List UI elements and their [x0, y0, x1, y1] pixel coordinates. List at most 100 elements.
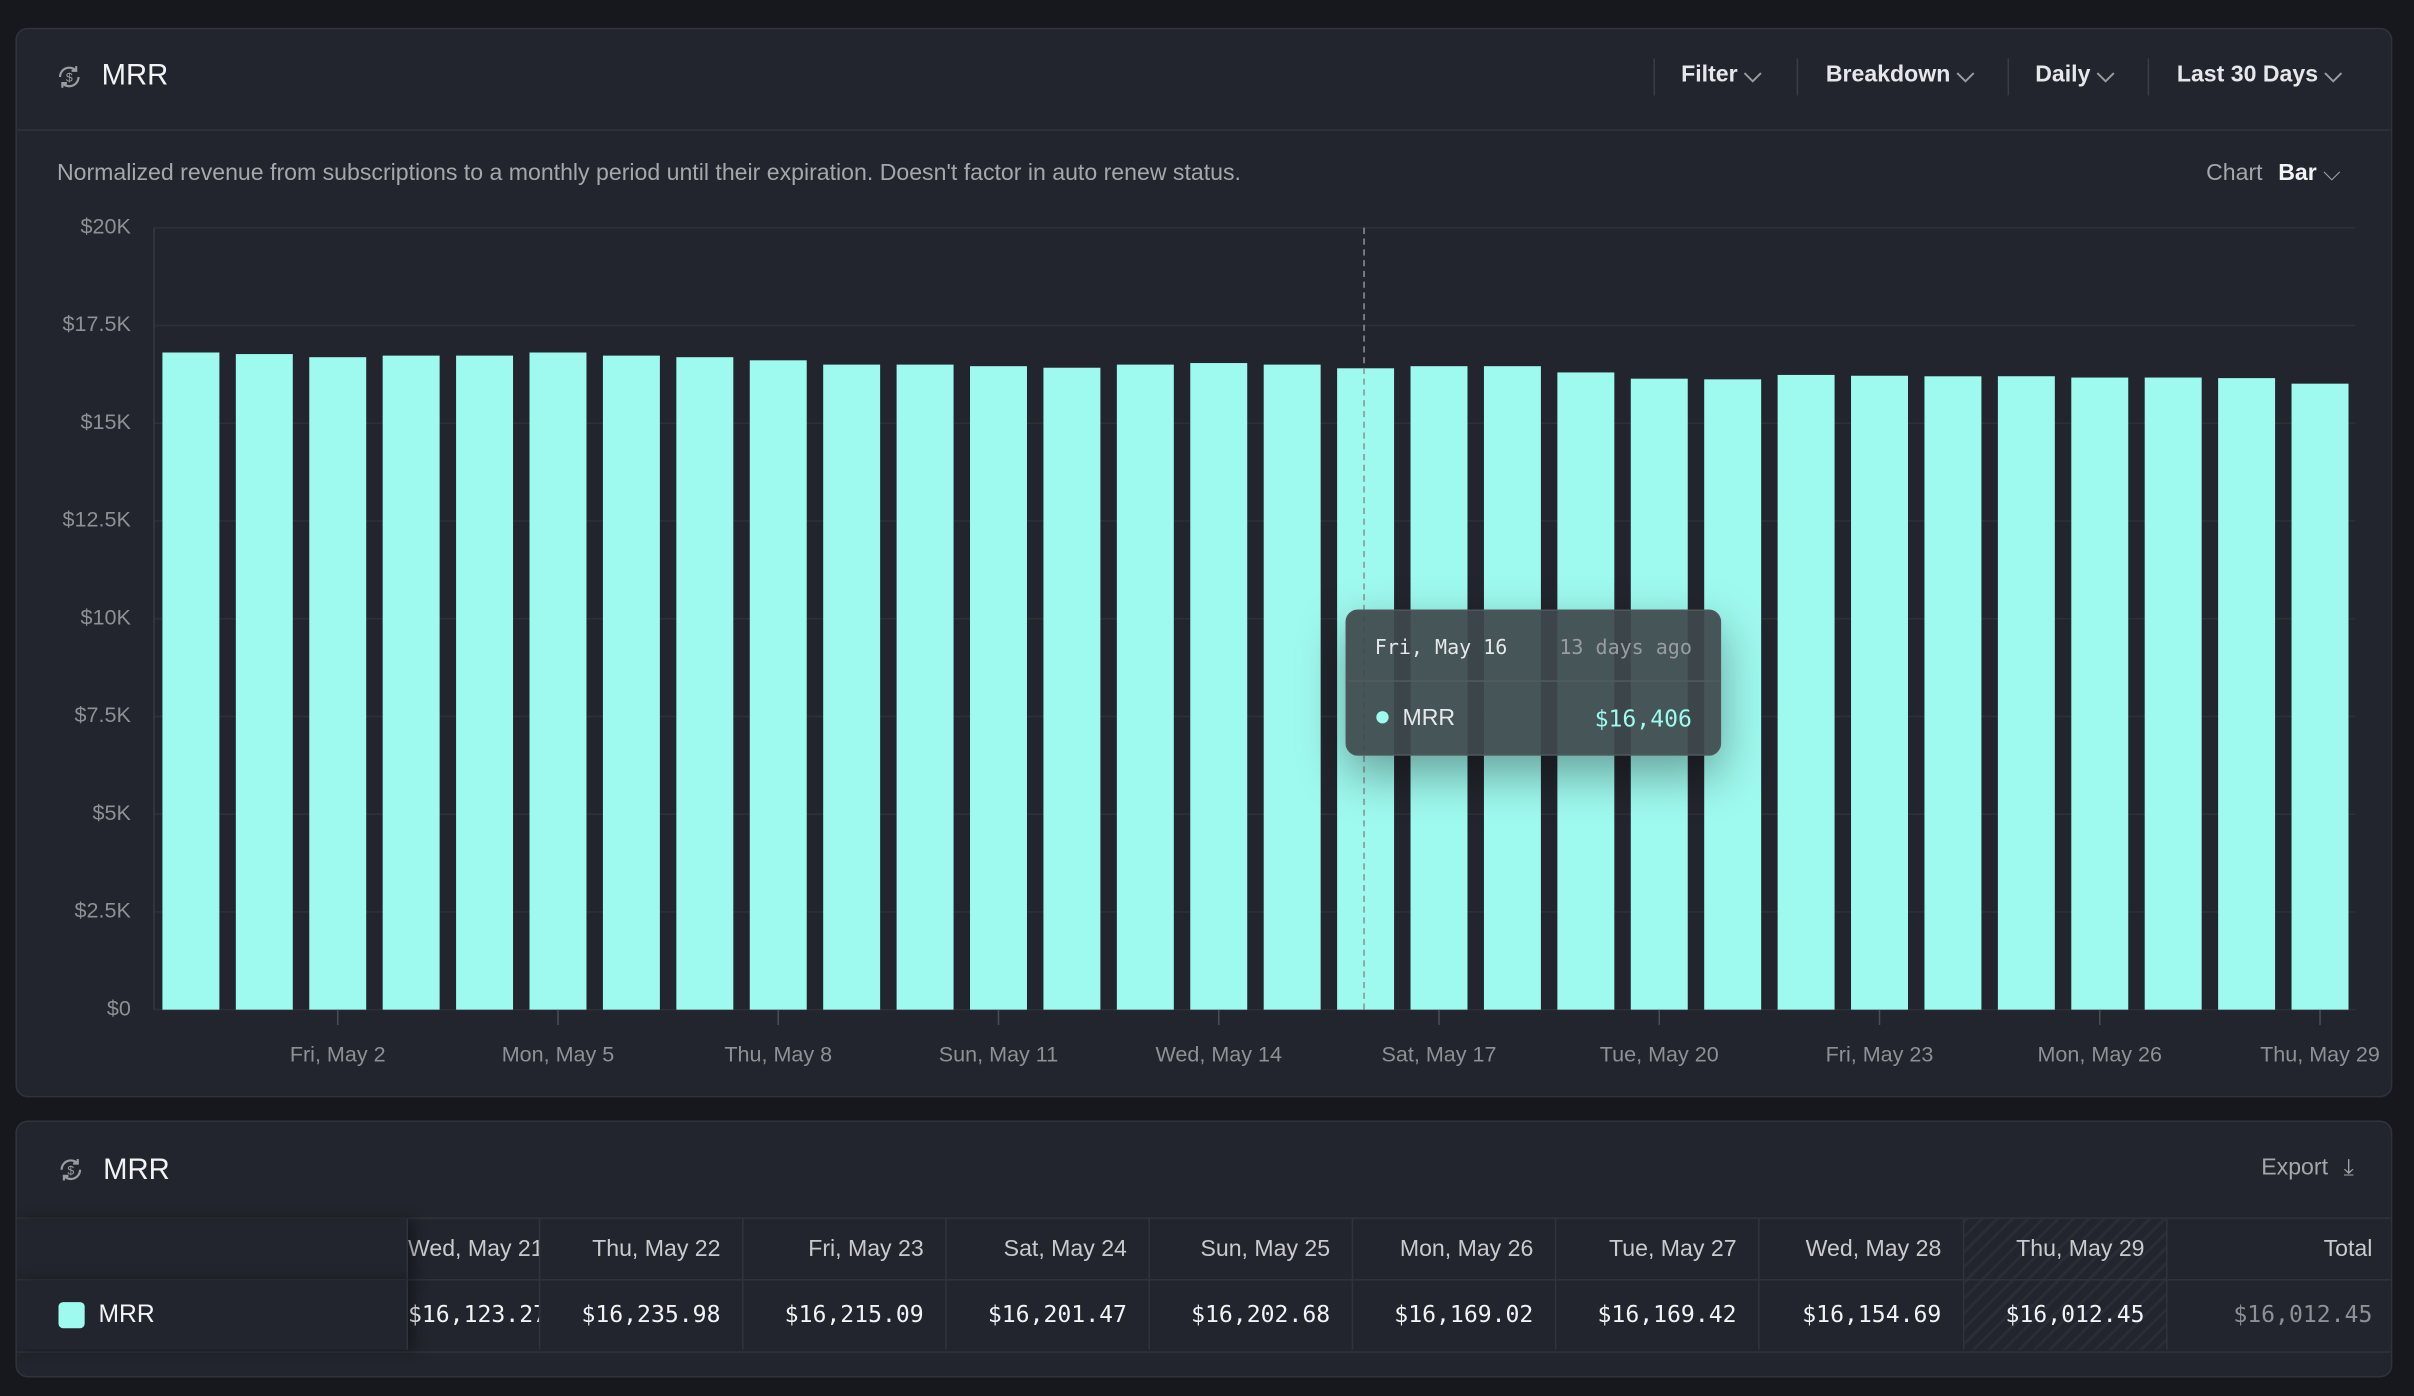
y-tick-label: $2.5K — [75, 898, 132, 923]
row-label: MRR — [98, 1302, 155, 1329]
export-button[interactable]: Export ⤓ — [2261, 1154, 2354, 1181]
bar — [382, 355, 440, 1010]
svg-text:$: $ — [67, 1164, 74, 1178]
y-tick-label: $20K — [81, 213, 132, 238]
separator — [1653, 58, 1655, 96]
column-header: Sat, May 24 — [946, 1218, 1151, 1281]
bar — [1777, 374, 1835, 1010]
column-header: Mon, May 26 — [1353, 1218, 1557, 1281]
column-header: Wed, May 21 — [407, 1218, 541, 1281]
bar — [970, 366, 1027, 1010]
value: Bar — [2278, 160, 2317, 187]
x-tick-label: Mon, May 26 — [2037, 1042, 2162, 1067]
label-header — [16, 1218, 408, 1281]
bar — [235, 354, 293, 1010]
description: Normalized revenue from subscriptions to… — [56, 160, 1241, 187]
y-tick-label: $17.5K — [63, 311, 132, 336]
column-header: Sun, May 25 — [1150, 1218, 1354, 1281]
table-cell: $16,154.69 — [1760, 1280, 1965, 1350]
tooltip-title: Fri, May 16 — [1374, 637, 1508, 661]
y-tick-label: $10K — [81, 604, 132, 629]
interval-button[interactable]: Daily ⌵ — [2035, 61, 2115, 88]
table-panel: $ MRR Export ⤓ Wed, May 21 $16,123.27 Thu,… — [15, 1120, 2393, 1378]
tooltip-subtitle: 13 days ago — [1559, 637, 1692, 661]
table-cell: $16,169.42 — [1556, 1280, 1760, 1350]
table-title: MRR — [103, 1154, 170, 1187]
y-tick-label: $0 — [107, 995, 131, 1020]
tooltip-value: $16,406 — [1594, 704, 1692, 733]
divider — [16, 129, 2391, 131]
bar — [2291, 383, 2349, 1010]
bar — [1263, 364, 1321, 1010]
x-tick-label: Mon, May 5 — [502, 1042, 615, 1067]
bar — [896, 364, 954, 1010]
bar — [1190, 363, 1248, 1010]
svg-text:$: $ — [66, 71, 73, 85]
bar — [2144, 377, 2202, 1010]
x-tick-label: Fri, May 23 — [1826, 1042, 1934, 1067]
x-tick-label: Sun, May 11 — [939, 1042, 1058, 1067]
y-tick-label: $5K — [93, 800, 132, 825]
x-tick-label: Sat, May 17 — [1382, 1042, 1497, 1067]
table-cell: $16,235.98 — [540, 1280, 744, 1350]
bar — [1116, 364, 1174, 1010]
bar — [749, 360, 807, 1010]
column-header: Fri, May 23 — [743, 1218, 947, 1281]
label: Last 30 Days — [2176, 61, 2319, 88]
label: Export — [2261, 1154, 2329, 1181]
tooltip-series: MRR — [1402, 704, 1456, 732]
table-cell: $16,201.47 — [947, 1280, 1151, 1350]
range-button[interactable]: Last 30 Days ⌵ — [2176, 61, 2343, 88]
column-header: Wed, May 28 — [1759, 1218, 1965, 1281]
filter-button[interactable]: Filter ⌵ — [1681, 61, 1762, 88]
bar — [1924, 376, 1982, 1010]
table-cell: $16,012.45 — [2233, 1300, 2373, 1329]
breakdown-button[interactable]: Breakdown ⌵ — [1825, 61, 1975, 88]
bar — [676, 357, 734, 1010]
bar — [1043, 367, 1101, 1010]
x-tick-label: Thu, May 29 — [2260, 1042, 2380, 1067]
separator — [2147, 58, 2150, 96]
y-tick-label: $15K — [81, 409, 132, 434]
x-tick-label: Thu, May 8 — [724, 1042, 832, 1067]
mrr-icon: $ — [60, 1158, 82, 1181]
bar — [823, 364, 881, 1010]
column-header: Tue, May 27 — [1556, 1218, 1760, 1281]
bar — [309, 357, 367, 1010]
bar — [2071, 377, 2129, 1010]
column-header: Total — [2167, 1219, 2391, 1281]
tooltip-swatch — [1376, 711, 1389, 724]
bar — [1997, 376, 2055, 1010]
data-table: Wed, May 21 $16,123.27 Thu, May 22 $16,235.… — [16, 1217, 2391, 1353]
label: Breakdown — [1825, 61, 1951, 88]
chart-type-toggle[interactable]: Chart Bar ⌵ — [2206, 160, 2341, 187]
label: Filter — [1681, 61, 1738, 88]
x-tick-label: Fri, May 2 — [290, 1042, 386, 1067]
tooltip: Fri, May 16 13 days ago MRR $16,406 — [1345, 609, 1722, 756]
row-label-cell: MRR — [16, 1280, 408, 1350]
legend-swatch — [58, 1302, 85, 1329]
divider — [1347, 680, 1720, 682]
bar — [602, 355, 660, 1010]
separator — [1796, 58, 1799, 96]
table-cell: $16,202.68 — [1150, 1280, 1354, 1350]
separator — [2007, 58, 2010, 96]
y-tick-label: $7.5K — [75, 702, 132, 727]
table-cell: $16,012.45 — [1964, 1280, 2168, 1350]
panel-title: MRR — [101, 60, 169, 93]
label: Daily — [2035, 61, 2091, 88]
column-header: Thu, May 29 — [1964, 1218, 2168, 1281]
x-tick-label: Wed, May 14 — [1155, 1042, 1282, 1067]
bar — [2218, 378, 2276, 1010]
table-cell: $16,215.09 — [744, 1280, 947, 1350]
bar — [162, 352, 220, 1010]
y-tick-label: $12.5K — [63, 507, 132, 532]
table-cell: $16,169.02 — [1353, 1280, 1557, 1350]
bar — [1851, 375, 1908, 1010]
table-cell: $16,123.27 — [408, 1280, 541, 1350]
column-header: Thu, May 22 — [540, 1218, 744, 1281]
mrr-icon: $ — [58, 66, 80, 88]
x-tick-label: Tue, May 20 — [1600, 1042, 1719, 1067]
bar — [456, 355, 514, 1010]
